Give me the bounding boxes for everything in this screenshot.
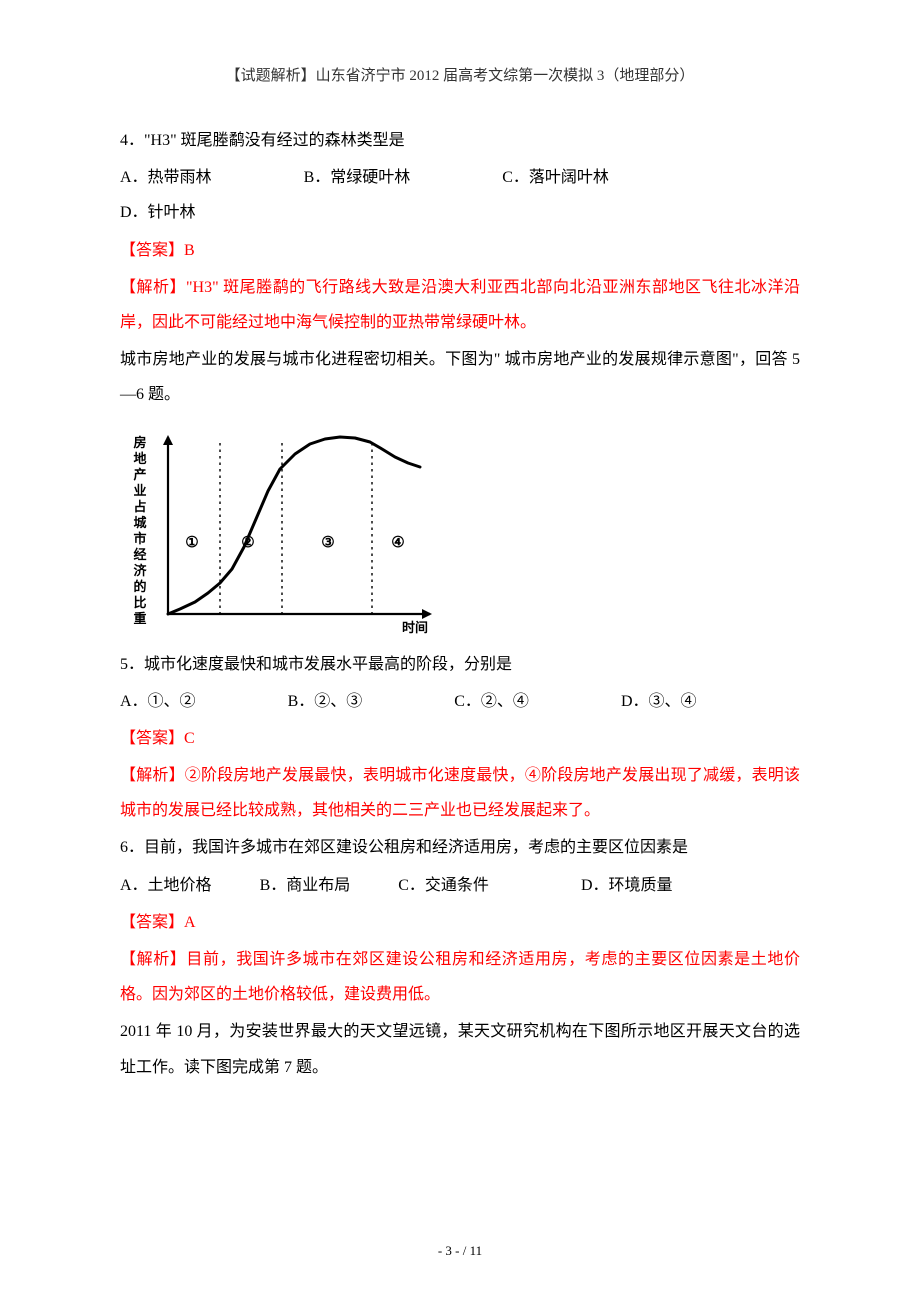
svg-text:产: 产 <box>133 467 146 482</box>
svg-text:①: ① <box>185 534 198 551</box>
svg-text:房: 房 <box>133 435 146 450</box>
q4-optA: A．热带雨林 <box>120 160 212 195</box>
svg-text:市: 市 <box>133 531 146 546</box>
q6-optA: A．土地价格 <box>120 868 212 903</box>
q5-answer: 【答案】C <box>120 721 800 756</box>
svg-text:时间: 时间 <box>402 620 428 635</box>
svg-text:重: 重 <box>133 611 146 626</box>
q4-optD: D．针叶林 <box>120 195 196 230</box>
svg-text:业: 业 <box>133 483 146 498</box>
q6-analysis: 【解析】目前，我国许多城市在郊区建设公租房和经济适用房，考虑的主要区位因素是土地… <box>120 942 800 1012</box>
q5-options: A．①、② B．②、③ C．②、④ D．③、④ <box>120 684 800 719</box>
chart-svg: ①②③④房地产业占城市经济的比重时间 <box>120 419 450 639</box>
q4-options: A．热带雨林 B．常绿硬叶林 C．落叶阔叶林 D．针叶林 <box>120 160 800 230</box>
q6-stem: 6．目前，我国许多城市在郊区建设公租房和经济适用房，考虑的主要区位因素是 <box>120 830 800 865</box>
real-estate-chart: ①②③④房地产业占城市经济的比重时间 <box>120 419 450 639</box>
q6-options: A．土地价格 B．商业布局 C．交通条件 D．环境质量 <box>120 868 800 903</box>
q5-analysis: 【解析】②阶段房地产发展最快，表明城市化速度最快，④阶段房地产发展出现了减缓，表… <box>120 758 800 828</box>
svg-text:的: 的 <box>133 579 146 594</box>
svg-text:地: 地 <box>133 451 146 466</box>
q4-optC: C．落叶阔叶林 <box>502 160 609 195</box>
svg-text:③: ③ <box>321 534 334 551</box>
svg-text:城: 城 <box>133 515 146 530</box>
q6-optD: D．环境质量 <box>581 868 673 903</box>
page-header: 【试题解析】山东省济宁市 2012 届高考文综第一次模拟 3（地理部分） <box>120 60 800 93</box>
svg-text:占: 占 <box>133 499 146 514</box>
svg-text:经: 经 <box>133 547 146 562</box>
q6-optB: B．商业布局 <box>260 868 351 903</box>
q6-optC: C．交通条件 <box>398 868 489 903</box>
q4-optB: B．常绿硬叶林 <box>304 160 411 195</box>
q4-answer: 【答案】B <box>120 233 800 268</box>
svg-text:比: 比 <box>133 595 146 610</box>
q5-optD: D．③、④ <box>621 684 697 719</box>
q5-optC: C．②、④ <box>454 684 529 719</box>
page-footer: - 3 - / 11 <box>0 1237 920 1266</box>
q5-optB: B．②、③ <box>288 684 363 719</box>
passage7-intro: 2011 年 10 月，为安装世界最大的天文望远镜，某天文研究机构在下图所示地区… <box>120 1014 800 1084</box>
passage56-intro: 城市房地产业的发展与城市化进程密切相关。下图为" 城市房地产业的发展规律示意图"… <box>120 342 800 412</box>
q4-analysis: 【解析】"H3" 斑尾塍鹬的飞行路线大致是沿澳大利亚西北部向北沿亚洲东部地区飞往… <box>120 270 800 340</box>
q5-stem: 5．城市化速度最快和城市发展水平最高的阶段，分别是 <box>120 647 800 682</box>
q5-optA: A．①、② <box>120 684 196 719</box>
svg-text:济: 济 <box>133 563 147 578</box>
q6-answer: 【答案】A <box>120 905 800 940</box>
q4-stem: 4．"H3" 斑尾塍鹬没有经过的森林类型是 <box>120 123 800 158</box>
svg-text:④: ④ <box>391 534 404 551</box>
